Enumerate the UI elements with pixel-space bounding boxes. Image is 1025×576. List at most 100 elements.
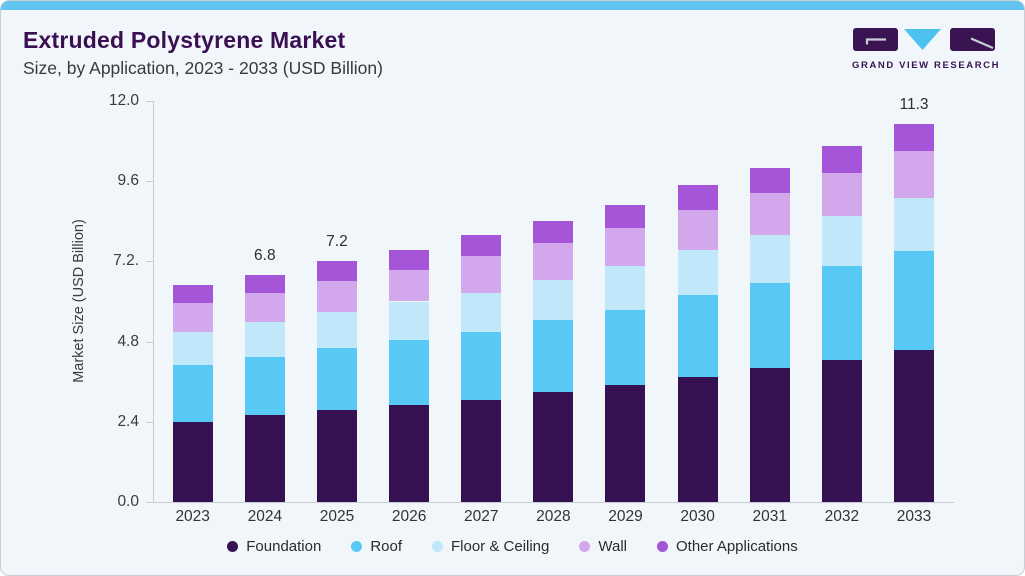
bar-segment-wall-2025	[316, 281, 357, 312]
x-tick-label-2027: 2027	[463, 508, 499, 525]
legend-item-foundation: Foundation	[227, 538, 321, 555]
top-accent-bar	[1, 1, 1024, 10]
legend-dot-foundation	[227, 541, 239, 552]
bar-segment-roof-2033	[894, 251, 934, 350]
bar-segment-wall-2024	[244, 293, 285, 322]
brand-name: GRAND VIEW RESEARCH	[852, 60, 1001, 71]
bar-segment-floor-ceiling-2029	[605, 266, 646, 310]
bar-segment-foundation-2029	[605, 385, 646, 502]
y-tick-mark	[146, 261, 153, 263]
bar-segment-floor-ceiling-2033	[894, 197, 934, 252]
y-tick-label: 12.0	[108, 92, 139, 109]
bar-segment-floor-ceiling-2025	[316, 311, 357, 349]
x-tick-label-2026: 2026	[391, 508, 427, 525]
bar-segment-wall-2023	[172, 303, 213, 332]
bar-segment-roof-2023	[172, 364, 213, 422]
y-tick-mark	[146, 341, 153, 343]
bar-segment-other-applications-2032	[821, 146, 862, 173]
y-axis-title: Market Size (USD Billion)	[71, 219, 87, 383]
bar-segment-wall-2028	[533, 243, 574, 280]
bar-segment-other-applications-2026	[389, 249, 430, 270]
page-title: Extruded Polystyrene Market	[23, 27, 346, 53]
bar-segment-foundation-2023	[172, 421, 213, 502]
gvr-logo-icon	[853, 28, 995, 51]
bar-segment-wall-2032	[821, 172, 862, 217]
legend-item-floor-ceiling: Floor & Ceiling	[432, 538, 549, 555]
bar-total-label-2033: 11.3	[899, 96, 929, 114]
legend-label-wall: Wall	[598, 538, 627, 555]
y-tick-mark	[146, 421, 153, 423]
legend-label-other-applications: Other Applications	[675, 538, 798, 555]
bar-segment-wall-2033	[894, 151, 934, 198]
legend-dot-roof	[351, 541, 363, 552]
x-tick-label-2025: 2025	[319, 508, 355, 525]
legend-item-roof: Roof	[351, 538, 402, 555]
bar-segment-roof-2027	[461, 331, 502, 401]
x-tick-label-2028: 2028	[536, 508, 571, 525]
legend-label-roof: Roof	[370, 538, 402, 555]
y-tick-mark	[146, 101, 153, 102]
bar-segment-roof-2029	[605, 309, 646, 386]
bar-segment-foundation-2030	[677, 376, 718, 502]
bar-segment-roof-2031	[749, 283, 790, 369]
bar-segment-floor-ceiling-2024	[244, 321, 285, 357]
bar-segment-roof-2032	[821, 266, 862, 360]
bar-segment-other-applications-2031	[749, 167, 790, 193]
bar-segment-foundation-2028	[533, 391, 574, 502]
bar-segment-foundation-2027	[461, 400, 502, 502]
bar-segment-floor-ceiling-2028	[533, 279, 574, 320]
bar-segment-foundation-2026	[389, 405, 430, 502]
x-tick-label-2023: 2023	[175, 508, 210, 525]
bar-segment-other-applications-2027	[461, 234, 502, 257]
bar-segment-floor-ceiling-2026	[389, 301, 430, 340]
brand-logo: GRAND VIEW RESEARCH	[852, 28, 1001, 71]
y-tick-label: 9.6	[117, 172, 139, 190]
bar-segment-roof-2028	[533, 319, 574, 392]
legend-item-wall: Wall	[579, 538, 627, 555]
bar-segment-floor-ceiling-2030	[677, 249, 718, 295]
x-axis-line	[153, 502, 954, 503]
bar-segment-foundation-2024	[244, 415, 285, 502]
bar-segment-other-applications-2023	[172, 284, 213, 304]
x-tick-label-2030: 2030	[680, 508, 715, 525]
bar-total-label-2024: 6.8	[254, 246, 276, 264]
x-tick-label-2033: 2033	[896, 508, 932, 525]
y-tick-label: 0.0	[117, 493, 139, 510]
bar-segment-wall-2030	[677, 209, 718, 250]
bar-segment-floor-ceiling-2032	[821, 216, 862, 267]
bar-segment-floor-ceiling-2027	[461, 293, 502, 332]
y-axis-line	[153, 101, 154, 502]
bar-segment-floor-ceiling-2023	[172, 331, 213, 365]
legend-dot-other-applications	[656, 541, 668, 552]
x-tick-label-2031: 2031	[752, 508, 787, 525]
x-tick-label-2029: 2029	[608, 508, 643, 525]
bar-segment-foundation-2033	[894, 349, 934, 502]
y-tick-label: 2.4	[117, 412, 139, 430]
y-tick-mark	[146, 502, 153, 503]
bar-segment-roof-2026	[389, 339, 430, 406]
bar-segment-foundation-2031	[749, 368, 790, 502]
legend-label-floor-ceiling: Floor & Ceiling	[451, 538, 550, 555]
bar-segment-wall-2026	[389, 269, 430, 302]
bar-segment-wall-2027	[461, 256, 502, 294]
y-tick-label: 4.8	[117, 332, 139, 350]
legend-dot-wall	[579, 541, 591, 552]
page-subtitle: Size, by Application, 2023 - 2033 (USD B…	[23, 58, 383, 78]
y-tick-mark	[146, 181, 153, 183]
bar-segment-wall-2029	[605, 227, 646, 267]
bar-segment-roof-2025	[316, 348, 357, 411]
bar-segment-floor-ceiling-2031	[749, 234, 790, 284]
bar-segment-other-applications-2025	[316, 261, 357, 282]
x-tick-label-2032: 2032	[824, 508, 860, 525]
bar-segment-other-applications-2030	[677, 184, 718, 210]
x-tick-label-2024: 2024	[247, 508, 283, 525]
y-tick-label: 7.2.	[113, 252, 139, 270]
legend-dot-floor-ceiling	[432, 541, 443, 552]
bar-segment-roof-2024	[244, 356, 285, 416]
bar-segment-roof-2030	[677, 294, 718, 377]
bar-segment-foundation-2032	[821, 359, 862, 502]
bar-segment-foundation-2025	[316, 410, 357, 502]
legend-item-other-applications: Other Applications	[656, 538, 798, 555]
bar-segment-other-applications-2029	[605, 204, 646, 228]
bar-segment-other-applications-2024	[244, 274, 285, 294]
